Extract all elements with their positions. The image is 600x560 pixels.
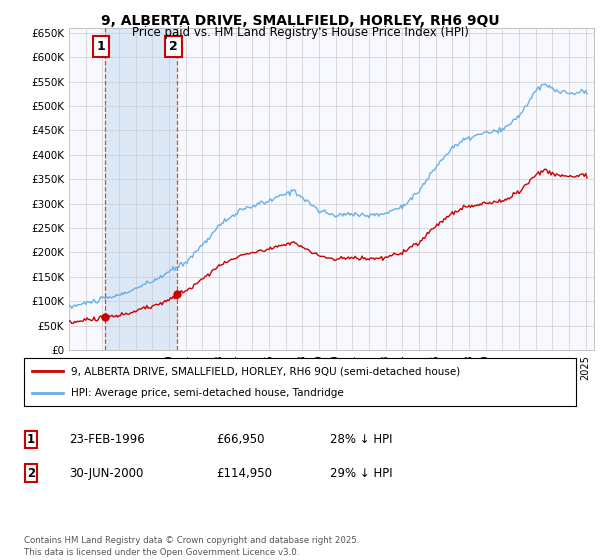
Text: 2: 2 (169, 40, 178, 53)
Text: 1: 1 (97, 40, 105, 53)
Text: 1: 1 (27, 433, 35, 446)
Text: 9, ALBERTA DRIVE, SMALLFIELD, HORLEY, RH6 9QU (semi-detached house): 9, ALBERTA DRIVE, SMALLFIELD, HORLEY, RH… (71, 366, 460, 376)
Text: HPI: Average price, semi-detached house, Tandridge: HPI: Average price, semi-detached house,… (71, 388, 344, 398)
Text: £114,950: £114,950 (216, 466, 272, 480)
Text: 30-JUN-2000: 30-JUN-2000 (69, 466, 143, 480)
Text: 29% ↓ HPI: 29% ↓ HPI (330, 466, 392, 480)
Text: Contains HM Land Registry data © Crown copyright and database right 2025.
This d: Contains HM Land Registry data © Crown c… (24, 536, 359, 557)
Bar (104, 28, 178, 350)
Text: Price paid vs. HM Land Registry's House Price Index (HPI): Price paid vs. HM Land Registry's House … (131, 26, 469, 39)
Text: 23-FEB-1996: 23-FEB-1996 (69, 433, 145, 446)
Text: 28% ↓ HPI: 28% ↓ HPI (330, 433, 392, 446)
Text: 9, ALBERTA DRIVE, SMALLFIELD, HORLEY, RH6 9QU: 9, ALBERTA DRIVE, SMALLFIELD, HORLEY, RH… (101, 14, 499, 28)
Text: £66,950: £66,950 (216, 433, 265, 446)
Text: 2: 2 (27, 466, 35, 480)
